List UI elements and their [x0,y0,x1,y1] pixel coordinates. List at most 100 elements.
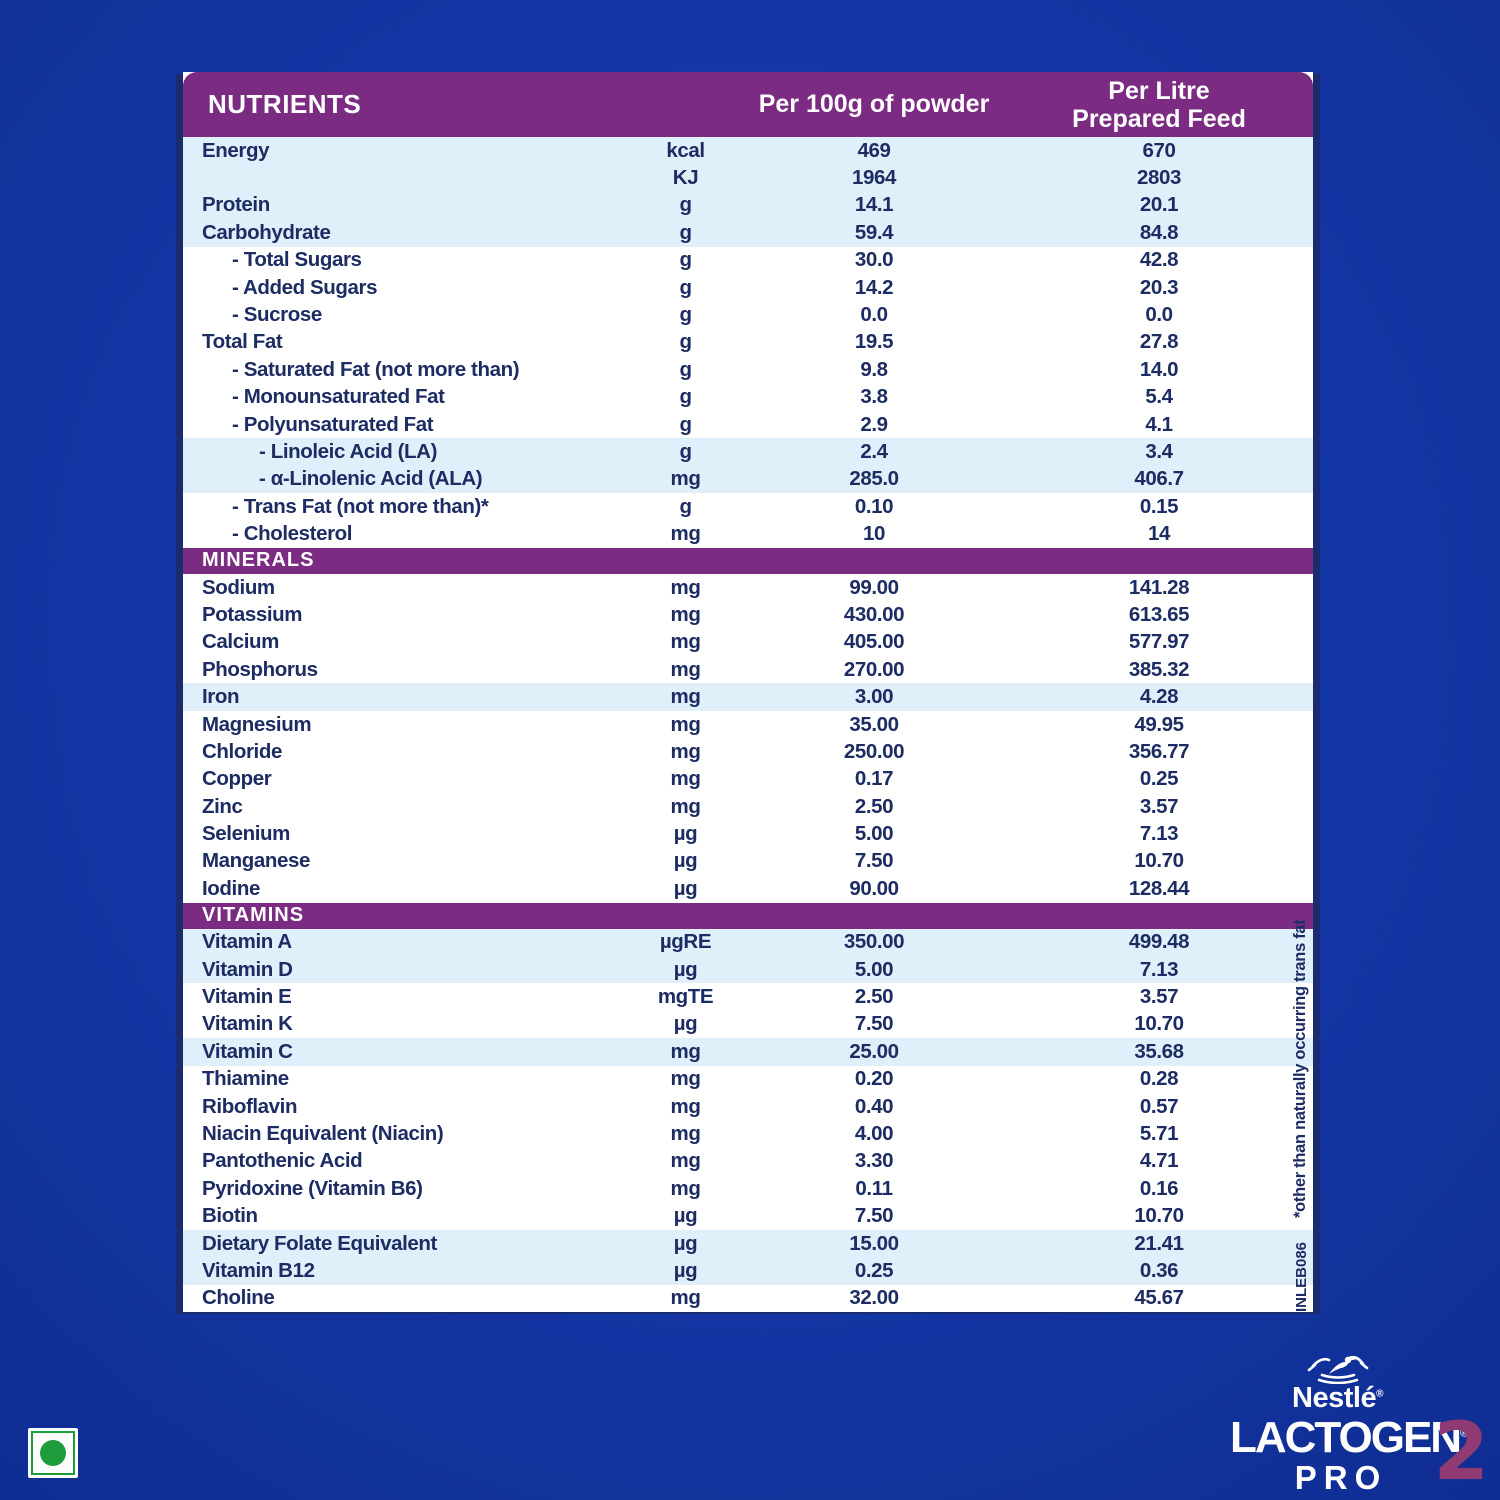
table-row: Pyridoxine (Vitamin B6) mg 0.11 0.16 [183,1175,1313,1202]
section-header-vitamins: VITAMINS [183,902,1313,929]
row-value-per-100g: 2.4 [860,439,888,463]
header-per-litre: Per Litre Prepared Feed [1005,77,1313,133]
row-value-per-100g: 285.0 [849,467,899,491]
row-label: Niacin Equivalent (Niacin) [202,1121,444,1145]
row-unit: g [679,439,692,463]
row-value-per-litre: 0.36 [1139,1258,1179,1282]
row-unit: g [679,220,692,244]
row-value-per-litre: 45.67 [1134,1286,1184,1310]
table-row: Choline mg 32.00 45.67 [183,1285,1313,1312]
vegetarian-mark [28,1428,78,1478]
brand-logo: Nestlé® LACTOGEN® 2 PRO [1230,1350,1489,1496]
row-unit: µg [673,1204,698,1228]
table-row: Magnesium mg 35.00 49.95 [183,711,1313,738]
row-value-per-litre: 10.70 [1134,1012,1184,1036]
table-row: Pantothenic Acid mg 3.30 4.71 [183,1148,1313,1175]
row-label: Thiamine [202,1067,289,1091]
row-value-per-litre: 5.4 [1145,385,1173,409]
row-unit: mgTE [657,985,714,1009]
row-value-per-litre: 0.25 [1139,767,1179,791]
row-value-per-100g: 4.00 [854,1121,894,1145]
row-label: Vitamin A [202,930,292,954]
registered-mark: ® [1460,1427,1469,1440]
row-value-per-100g: 270.00 [843,657,905,681]
row-value-per-100g: 59.4 [854,220,894,244]
row-label: Magnesium [202,712,312,736]
row-label: Zinc [202,794,243,818]
nutrition-table: NUTRIENTS Per 100g of powder Per Litre P… [183,72,1313,1313]
row-value-per-litre: 14.0 [1139,357,1179,381]
table-row: - Added Sugars g 14.2 20.3 [183,274,1313,301]
row-value-per-litre: 3.57 [1139,985,1179,1009]
row-label: Sodium [202,575,275,599]
row-unit: g [679,303,692,327]
row-value-per-litre: 406.7 [1134,467,1184,491]
row-label: Calcium [202,630,279,654]
row-label: Phosphorus [202,657,318,681]
row-value-per-litre: 14 [1147,522,1170,546]
row-value-per-litre: 356.77 [1128,739,1190,763]
row-value-per-100g: 32.00 [849,1286,899,1310]
row-unit: mg [670,602,701,626]
row-unit: mg [670,467,701,491]
row-value-per-litre: 10.70 [1134,1204,1184,1228]
table-row: Potassium mg 430.00 613.65 [183,601,1313,628]
row-label: Copper [202,767,272,791]
row-value-per-100g: 99.00 [849,575,899,599]
row-value-per-litre: 42.8 [1139,248,1179,272]
row-value-per-100g: 0.40 [854,1094,894,1118]
table-row: Total Fat g 19.5 27.8 [183,329,1313,356]
row-unit: mg [670,1121,701,1145]
header-nutrients: NUTRIENTS [208,89,362,119]
row-value-per-100g: 0.10 [854,494,894,518]
row-unit: mg [670,739,701,763]
row-value-per-100g: 0.0 [860,303,888,327]
row-unit: g [679,248,692,272]
table-row: Energy kcal 469 670 [183,137,1313,165]
table-row: - Linoleic Acid (LA) g 2.4 3.4 [183,438,1313,466]
row-value-per-litre: 0.0 [1145,303,1173,327]
header-per-100g: Per 100g of powder [758,90,990,118]
table-row: Sodium mg 99.00 141.28 [183,574,1313,601]
row-value-per-100g: 30.0 [854,248,894,272]
row-value-per-litre: 670 [1142,138,1176,162]
batch-code: INLEB086 [1293,1241,1310,1312]
row-value-per-100g: 469 [857,138,891,162]
row-unit: µg [673,957,698,981]
row-value-per-litre: 577.97 [1128,630,1190,654]
row-unit: mg [670,1176,701,1200]
trans-fat-footnote: *other than naturally occurring trans fa… [1291,919,1309,1218]
table-row: Vitamin A µgRE 350.00 499.48 [183,928,1313,956]
lactogen-wordmark: LACTOGEN® [1230,1413,1469,1462]
row-value-per-litre: 385.32 [1128,657,1190,681]
row-value-per-100g: 7.50 [854,849,894,873]
table-row: Dietary Folate Equivalent µg 15.00 21.41 [183,1229,1313,1258]
row-unit: µg [673,876,698,900]
vegetarian-green-dot-icon [40,1440,66,1466]
row-value-per-100g: 250.00 [843,739,905,763]
nestle-wordmark: Nestlé® [1292,1382,1383,1414]
table-row: Copper mg 0.17 0.25 [183,766,1313,793]
row-value-per-litre: 5.71 [1139,1121,1179,1145]
row-label: Iodine [202,876,260,900]
row-label: - Trans Fat (not more than)* [232,494,489,518]
row-label: - Saturated Fat (not more than) [232,357,520,381]
row-value-per-litre: 2803 [1136,166,1181,190]
table-row: Calcium mg 405.00 577.97 [183,629,1313,656]
table-row: Biotin µg 7.50 10.70 [183,1202,1313,1229]
row-value-per-100g: 35.00 [849,712,899,736]
section-header-minerals: MINERALS [183,547,1313,574]
row-label: Choline [202,1286,275,1310]
row-value-per-litre: 27.8 [1139,330,1179,354]
row-value-per-100g: 430.00 [843,602,905,626]
table-row: Vitamin C mg 25.00 35.68 [183,1038,1313,1066]
pro-wordmark: PRO [1294,1459,1388,1496]
row-label: - α-Linolenic Acid (ALA) [259,467,483,491]
row-value-per-litre: 7.13 [1139,822,1179,846]
row-label: Total Fat [202,330,283,354]
stage-number: 2 [1433,1405,1489,1498]
table-row: Riboflavin mg 0.40 0.57 [183,1093,1313,1120]
row-label: - Sucrose [232,303,322,327]
row-unit: mg [670,1149,701,1173]
